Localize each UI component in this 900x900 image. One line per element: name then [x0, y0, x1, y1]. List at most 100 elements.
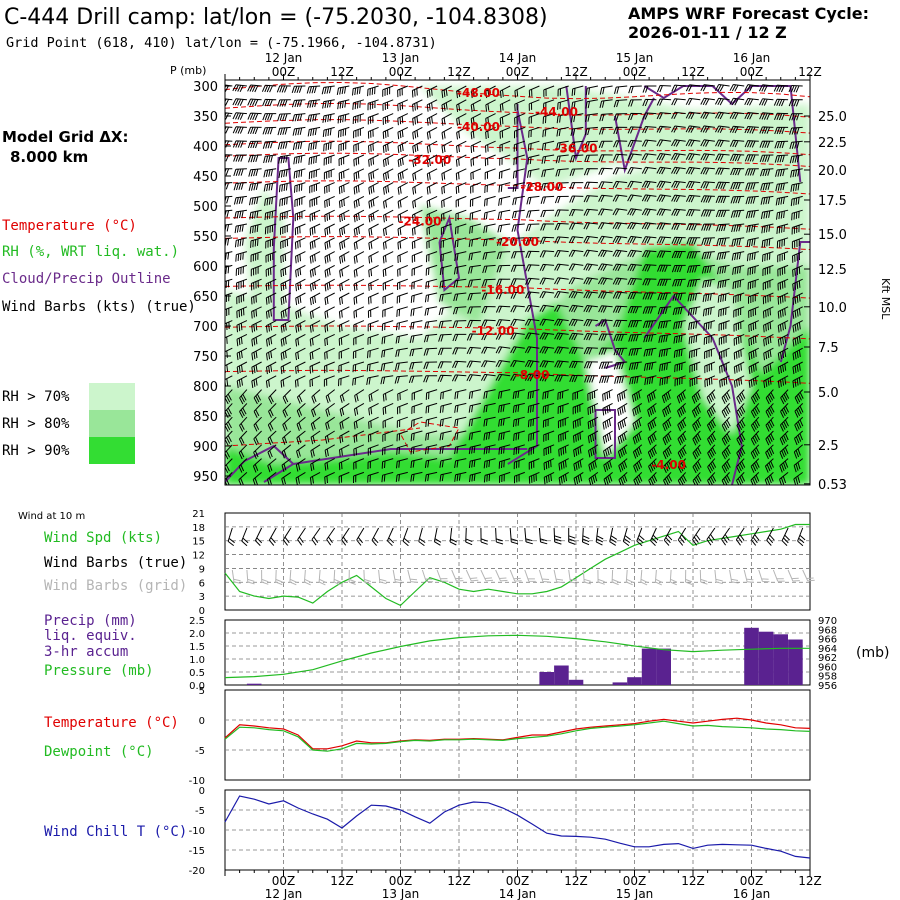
cross-wind-barb: [617, 389, 628, 402]
cross-wind-barb: [368, 140, 379, 153]
cross-wind-barb: [495, 373, 511, 382]
top-date-label: 13 Jan: [382, 51, 420, 65]
cross-wind-barb: [599, 375, 613, 384]
cross-wind-barb: [539, 318, 555, 326]
cross-wind-barb: [686, 264, 701, 273]
cross-wind-barb: [642, 278, 657, 286]
cross-wind-barb: [309, 320, 321, 333]
cross-wind-barb: [395, 471, 408, 482]
cross-wind-barb: [612, 167, 628, 175]
cross-wind-barb: [265, 278, 277, 291]
cross-wind-barb: [512, 402, 525, 413]
wind10-barb-grid: [231, 569, 241, 584]
cross-wind-barb: [759, 140, 774, 148]
cross-wind-barb: [631, 389, 643, 403]
cross-wind-barb: [266, 361, 277, 375]
cross-wind-barb: [253, 389, 262, 405]
cross-wind-barb: [266, 333, 277, 347]
cross-wind-barb: [558, 458, 569, 471]
cross-wind-barb: [691, 389, 701, 404]
cross-wind-barb: [617, 430, 628, 445]
cross-wind-barb: [558, 444, 569, 457]
cross-wind-barb: [543, 99, 555, 111]
cross-wind-barb: [570, 140, 584, 150]
cross-wind-barb: [527, 140, 540, 152]
cross-wind-barb: [482, 251, 496, 260]
cross-wind-barb: [308, 140, 321, 151]
cross-wind-barb: [353, 306, 365, 319]
cross-wind-barb: [656, 153, 672, 161]
cross-wind-barb: [397, 85, 408, 98]
cross-wind-barb: [425, 402, 438, 414]
cross-wind-barb: [481, 333, 496, 341]
cross-wind-barb: [744, 126, 759, 134]
cross-wind-barb: [510, 346, 525, 354]
cross-wind-barb: [556, 140, 569, 150]
cross-wind-barb: [715, 167, 730, 175]
wind10-barb-true: [706, 527, 716, 546]
cross-wind-barb: [411, 85, 423, 98]
cross-wind-barb: [439, 458, 452, 468]
cross-wind-barb: [483, 389, 496, 399]
cross-wind-barb: [499, 85, 511, 98]
cross-wind-barb: [412, 140, 423, 154]
cross-wind-barb: [380, 361, 394, 371]
cross-wind-barb: [441, 113, 452, 126]
cross-wind-barb: [291, 99, 306, 108]
cross-wind-barb: [794, 389, 804, 405]
cross-wind-barb: [454, 471, 467, 482]
cross-wind-barb: [484, 154, 496, 167]
cross-wind-barb: [452, 320, 467, 328]
cross-wind-barb: [483, 471, 496, 483]
cross-wind-barb: [539, 277, 555, 285]
cross-wind-barb: [662, 458, 672, 474]
cross-wind-barb: [441, 140, 452, 154]
precip-pressure-panel: 0.0 0.5 1.0 1.5 2.0 2.5 9569589609629649669689…: [189, 616, 837, 692]
cross-wind-barb: [598, 347, 613, 355]
cross-wind-barb: [311, 403, 321, 418]
cross-wind-barb: [456, 113, 467, 126]
bottom-time-label: 12Z: [330, 874, 354, 888]
cross-wind-barb: [381, 458, 394, 469]
cross-wind-barb: [397, 168, 409, 181]
cross-wind-barb: [293, 154, 306, 165]
precip-bar: [744, 627, 759, 685]
cross-wind-barb: [382, 154, 394, 167]
cross-wind-barb: [466, 333, 481, 341]
top-time-label: 00Z: [272, 65, 296, 79]
cross-wind-barb: [353, 223, 365, 237]
cross-wind-barb: [482, 264, 496, 274]
cross-wind-barb: [688, 320, 701, 331]
cross-wind-barb: [397, 237, 409, 250]
cross-wind-barb: [748, 320, 759, 333]
top-time-label: 12Z: [447, 65, 471, 79]
cross-wind-barb: [456, 126, 467, 140]
cross-wind-barb: [656, 180, 672, 189]
cross-wind-barb: [745, 168, 759, 176]
cross-wind-barb: [585, 99, 598, 109]
cross-wind-barb: [452, 360, 467, 369]
cross-wind-barb: [661, 389, 672, 404]
cross-wind-barb: [250, 237, 262, 248]
cross-wind-barb: [367, 333, 379, 345]
wind10-barb-grid: [524, 569, 536, 582]
cross-wind-barb: [671, 194, 686, 203]
cross-wind-barb: [704, 361, 716, 374]
precip-bar: [612, 682, 628, 685]
cross-wind-barb: [663, 472, 673, 485]
cross-wind-barb: [423, 333, 438, 343]
wind10-barb-true: [227, 527, 235, 546]
cross-wind-barb: [598, 181, 613, 189]
temperature-contour: [225, 81, 810, 100]
cross-wind-barb: [672, 292, 686, 301]
cross-wind-barb: [353, 209, 365, 223]
cross-wind-barb: [744, 112, 759, 120]
wind10-barb-true: [241, 527, 249, 547]
cross-wind-barb: [352, 347, 365, 359]
wind10-barb-grid: [640, 569, 648, 586]
cross-wind-barb: [439, 444, 452, 455]
cross-wind-barb: [510, 318, 525, 327]
cross-wind-barb: [689, 375, 701, 387]
wind10-barb-true: [735, 527, 745, 546]
cross-wind-barb: [310, 416, 321, 431]
